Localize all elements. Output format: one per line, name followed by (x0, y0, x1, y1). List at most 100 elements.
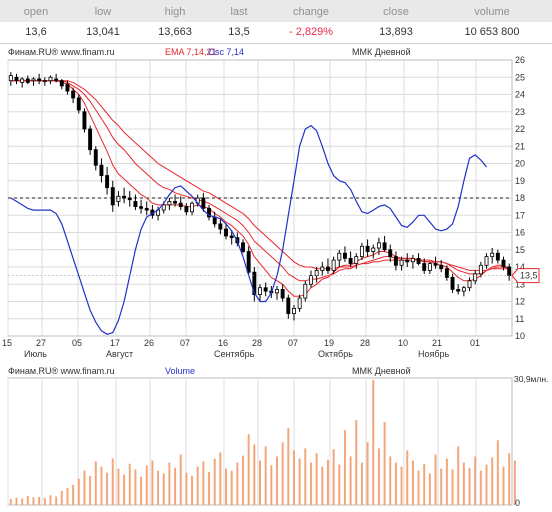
candle-body (280, 289, 285, 299)
volume-bar (145, 465, 148, 505)
candle (82, 108, 87, 133)
volume-bar (179, 454, 182, 505)
candle (388, 244, 393, 262)
candle-body (495, 252, 500, 261)
candle-body (25, 78, 30, 83)
candle-body (37, 78, 42, 82)
volume-bar (281, 442, 284, 505)
x-tick-label: 16 (218, 338, 228, 348)
volume-bar (106, 472, 109, 505)
candle (405, 253, 410, 267)
candle-body (405, 259, 410, 263)
y-tick-label: 14 (515, 262, 525, 272)
volume-bar (468, 467, 471, 505)
volume-bar (508, 453, 511, 505)
volume-bar (38, 496, 41, 505)
x-tick-label: 28 (252, 338, 262, 348)
candle (42, 77, 47, 86)
candle-body (122, 195, 127, 199)
candle-body (178, 202, 183, 208)
y-tick-label: 10 (515, 331, 525, 341)
candle (252, 267, 257, 302)
y-tick-label: 16 (515, 228, 525, 238)
volume-bar (491, 457, 494, 505)
y-tick-label: 19 (515, 176, 525, 186)
ema-line (10, 80, 510, 271)
x-tick-label: 21 (432, 338, 442, 348)
last-price-tag (511, 268, 540, 284)
volume-bar (389, 456, 392, 505)
volume-bar (496, 440, 499, 505)
candle (320, 261, 325, 276)
candle-body (331, 259, 336, 271)
volume-bar (15, 497, 18, 505)
volume-bar (417, 470, 420, 505)
candle-body (241, 242, 245, 252)
candle-body (416, 257, 421, 264)
candle (88, 125, 93, 155)
volume-bar (168, 462, 171, 505)
candle (490, 248, 495, 264)
volume-bar (174, 467, 177, 505)
candle (184, 203, 189, 216)
volume-bar (111, 458, 114, 505)
x-tick-label: 01 (470, 338, 480, 348)
volume-bar (72, 484, 75, 505)
candle-body (133, 201, 138, 208)
header-change: change (292, 6, 330, 18)
volume-bar (191, 475, 194, 505)
value-low: 13,041 (86, 26, 120, 38)
volume-bar (287, 428, 290, 505)
candle-body (393, 256, 398, 266)
candle (139, 199, 144, 214)
candle (275, 285, 279, 300)
candle (495, 249, 500, 264)
volume-bar (292, 450, 295, 505)
candle (54, 73, 59, 83)
candle-body (371, 247, 376, 252)
candle-body (42, 80, 47, 83)
volume-bar (230, 470, 233, 505)
candle-body (258, 287, 262, 296)
quote-values: 13,6 13,041 13,663 13,5 - 2,829% 13,893 … (0, 22, 552, 44)
volume-bar (219, 452, 222, 505)
volume-bar (298, 458, 301, 505)
value-change: - 2,829% (288, 26, 334, 38)
volume-bar (60, 490, 63, 505)
volume-bar (394, 462, 397, 505)
candle (376, 237, 381, 255)
candle (25, 75, 30, 85)
header-volume: volume (474, 6, 510, 18)
x-tick-label: 07 (180, 338, 190, 348)
volume-bar (372, 380, 375, 505)
candle-body (450, 276, 455, 290)
candle-body (110, 187, 115, 206)
candle (297, 294, 302, 312)
candle (224, 223, 228, 240)
candle (144, 201, 149, 216)
x-tick-label: 27 (36, 338, 46, 348)
candle-body (59, 80, 64, 87)
candle-body (82, 111, 87, 130)
volume-bar (123, 474, 126, 505)
candle-body (507, 266, 512, 277)
volume-bar (428, 473, 431, 505)
volume-bar (462, 462, 465, 505)
header-close: close (383, 6, 409, 18)
volume-bar (451, 469, 454, 505)
candle (422, 258, 427, 274)
candle-body (342, 252, 347, 259)
candle-body (139, 206, 144, 209)
volume-bar (270, 465, 273, 505)
volume-bar (343, 430, 346, 505)
y-tick-label: 17 (515, 210, 525, 220)
candle-body (224, 228, 228, 237)
month-label: Октябрь (318, 349, 353, 359)
candle (461, 285, 466, 297)
volume-bar (349, 456, 352, 505)
x-tick-label: 17 (110, 338, 120, 348)
candle (173, 194, 178, 207)
candle-body (354, 256, 359, 264)
value-last: 13,5 (228, 26, 250, 38)
